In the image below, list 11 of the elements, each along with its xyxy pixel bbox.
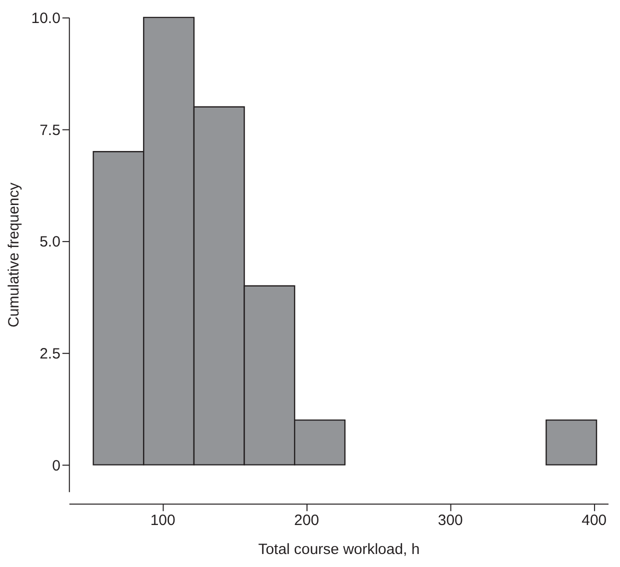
y-tick-label: 0 xyxy=(52,457,60,474)
y-tick-label: 10.0 xyxy=(31,10,60,27)
y-axis-title: Cumulative frequency xyxy=(5,182,22,328)
y-tick-label: 7.5 xyxy=(40,122,60,139)
x-tick-label: 400 xyxy=(582,512,607,530)
y-tick-label: 5.0 xyxy=(40,234,60,251)
y-tick-label: 2.5 xyxy=(40,345,60,362)
x-tick-label: 200 xyxy=(294,512,320,530)
x-axis-title: Total course workload, h xyxy=(258,541,420,558)
x-tick-label: 300 xyxy=(438,512,463,530)
x-tick-label: 100 xyxy=(150,512,176,530)
